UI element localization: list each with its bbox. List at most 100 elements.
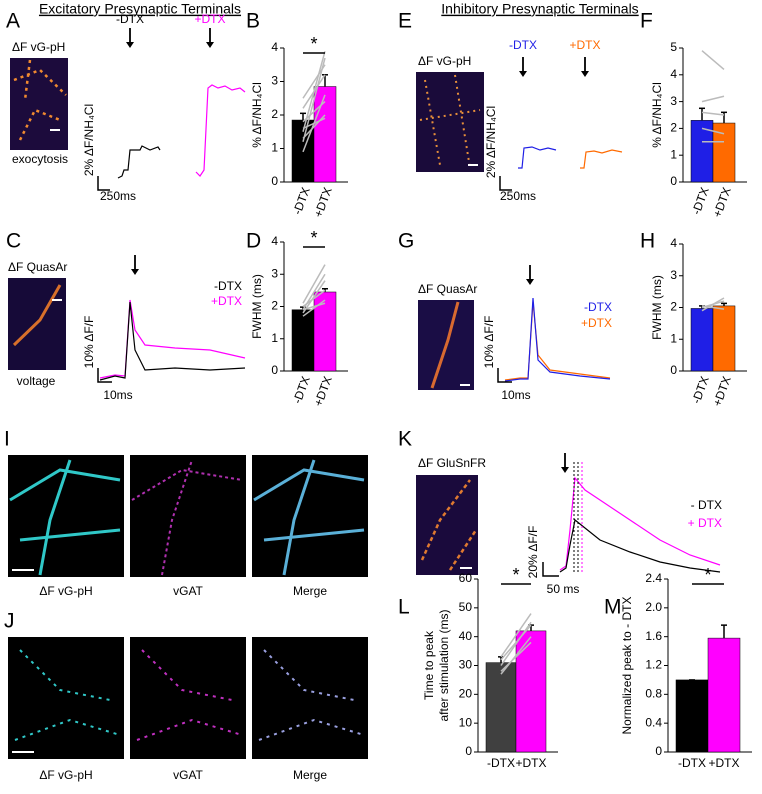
panel-text: 20% ΔF/F [526, 526, 540, 579]
y-axis-label: % ΔF/NH₄Cl [250, 82, 264, 148]
panel-text: ΔF QuasAr [418, 282, 477, 296]
panel-text: -DTX [214, 279, 242, 293]
paired-line [302, 74, 326, 109]
panel-text: 250ms [100, 189, 136, 203]
paired-line [500, 636, 532, 675]
y-tick-label: 0 [655, 744, 662, 758]
y-tick-label: 0 [670, 174, 677, 188]
panel-text: ΔF vG-pH [12, 40, 65, 54]
y-tick-label: 1.2 [645, 658, 662, 672]
panel-letter: D [246, 230, 261, 253]
paired-line [500, 621, 532, 666]
panel-text: -DTX [584, 300, 612, 314]
panel-text: Merge [293, 768, 327, 782]
panel-letter: L [398, 596, 410, 619]
y-tick-label: 50 [459, 600, 473, 614]
category-label: -DTX [487, 756, 515, 770]
y-axis-label: Normalized peak to - DTX [620, 596, 634, 734]
panel-letter: C [6, 230, 21, 253]
panel-text: 2% ΔF/NH₄Cl [82, 104, 96, 176]
bar [313, 86, 337, 183]
y-tick-label: 3 [670, 268, 677, 282]
panel-header: Inhibitory Presynaptic Terminals [441, 1, 638, 17]
panel-text: +DTX [194, 12, 225, 26]
panel-text: 10% ΔF/F [82, 316, 96, 369]
panel-text: vGAT [173, 768, 203, 782]
category-label: -DTX [689, 185, 712, 216]
y-axis-label: after stimulation (ms) [437, 609, 451, 721]
micrographs [8, 58, 484, 759]
paired-line [302, 299, 326, 317]
panel-text: ΔF vG-pH [39, 584, 92, 598]
panel-letter: F [640, 10, 653, 33]
paired-line [701, 127, 725, 135]
panel-letter: B [246, 10, 260, 33]
y-axis-label: FWHM (ms) [250, 274, 264, 339]
paired-line [500, 624, 532, 661]
panel-text: 10ms [103, 388, 132, 402]
paired-line [701, 111, 725, 116]
paired-line [500, 641, 532, 672]
panel-letter: M [604, 596, 622, 619]
y-tick-label: 10 [459, 715, 473, 729]
panel-letter: J [4, 610, 15, 633]
panel-letter: I [4, 428, 10, 451]
y-tick-label: 0.4 [645, 715, 662, 729]
y-tick-label: 0 [465, 744, 472, 758]
panel-text: voltage [17, 374, 56, 388]
bar [712, 305, 736, 372]
category-label: +DTX [710, 185, 734, 219]
bar [291, 309, 315, 372]
y-tick-label: 4 [670, 236, 677, 250]
significance-label: * [704, 565, 711, 585]
panel-text: +DTX [211, 294, 242, 308]
panel-text: 10ms [501, 388, 530, 402]
paired-line [302, 302, 326, 311]
y-tick-label: 2.4 [645, 571, 662, 585]
panel-text: ΔF GluSnFR [418, 456, 486, 470]
y-tick-label: 3 [670, 94, 677, 108]
panel-header: Excitatory Presynaptic Terminals [39, 1, 241, 17]
y-tick-label: 4 [271, 40, 278, 54]
y-tick-label: 1 [670, 331, 677, 345]
category-label: +DTX [311, 374, 335, 408]
y-axis-label: Time to peak [422, 630, 436, 700]
y-tick-label: 1 [271, 141, 278, 155]
paired-line [302, 289, 326, 308]
y-tick-label: 2 [670, 300, 677, 314]
paired-line [500, 613, 532, 658]
bar [675, 679, 709, 753]
category-label: -DTX [290, 374, 313, 405]
paired-line [302, 64, 326, 99]
y-tick-label: 0.8 [645, 687, 662, 701]
panel-letter: H [640, 230, 655, 253]
panel-letter: E [398, 10, 412, 33]
paired-line [302, 101, 326, 123]
y-tick-label: 2.0 [645, 600, 662, 614]
y-tick-label: 40 [459, 629, 473, 643]
category-label: -DTX [290, 185, 313, 216]
bar [485, 662, 517, 753]
y-tick-label: 3 [271, 74, 278, 88]
panel-text: + DTX [688, 516, 722, 530]
panel-letter: G [398, 230, 414, 253]
panel-text: 250ms [500, 189, 536, 203]
paired-line [302, 264, 326, 304]
category-label: +DTX [311, 185, 335, 219]
y-tick-label: 1 [670, 147, 677, 161]
panel-text: -DTX [116, 12, 144, 26]
paired-line [701, 95, 725, 103]
category-label: -DTX [678, 756, 706, 770]
panel-text: ΔF vG-pH [418, 54, 471, 68]
panel-letter: A [6, 10, 20, 33]
panel-text: ΔF vG-pH [39, 768, 92, 782]
paired-line [302, 280, 326, 314]
y-tick-label: 4 [670, 67, 677, 81]
y-tick-label: 2 [271, 299, 278, 313]
significance-label: * [512, 565, 519, 585]
y-tick-label: 3 [271, 266, 278, 280]
y-tick-label: 0 [271, 363, 278, 377]
y-tick-label: 20 [459, 687, 473, 701]
bar [707, 637, 741, 753]
panel-text: - DTX [691, 498, 722, 512]
